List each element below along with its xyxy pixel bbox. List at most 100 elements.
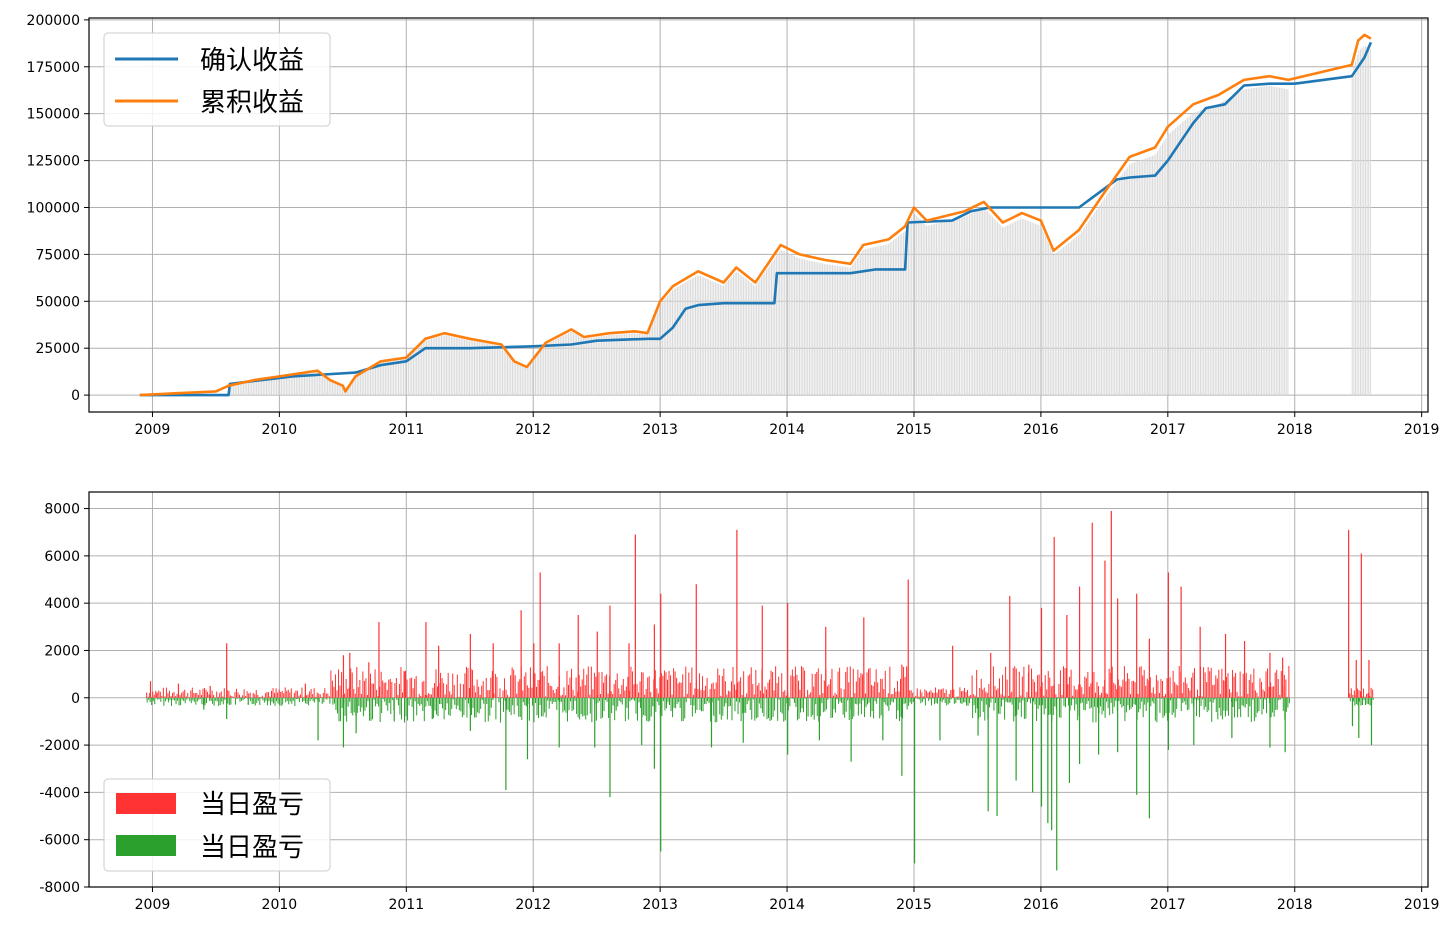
daily-loss-bar	[449, 697, 451, 716]
daily-loss-bar	[859, 697, 861, 704]
daily-loss-bar	[1068, 697, 1070, 706]
daily-loss-bar	[693, 697, 695, 706]
daily-gain-bar	[665, 672, 667, 698]
daily-gain-bar	[956, 696, 958, 698]
daily-gain-bar	[651, 696, 653, 698]
daily-loss-bar	[994, 697, 996, 703]
confirmed-profit-line	[139, 41, 1373, 397]
daily-loss-bar	[218, 697, 220, 706]
daily-gain-bar	[327, 693, 329, 698]
daily-loss-bar	[629, 697, 631, 702]
daily-loss-bar	[632, 697, 634, 700]
y-tick-label: 4000	[44, 596, 80, 612]
daily-gain-bar	[531, 687, 533, 698]
daily-gain-bar	[277, 692, 279, 698]
daily-gain-bar	[613, 684, 615, 698]
daily-loss-bar	[1193, 697, 1195, 746]
daily-gain-bar	[1148, 638, 1150, 698]
daily-gain-bar	[660, 673, 662, 698]
daily-gain-bar	[324, 688, 326, 698]
daily-loss-bar	[344, 697, 346, 716]
daily-gain-bar	[228, 690, 230, 698]
daily-gain-bar	[1009, 596, 1011, 698]
daily-loss-bar	[1015, 697, 1017, 781]
daily-loss-bar	[318, 697, 320, 703]
daily-loss-bar	[1103, 697, 1105, 711]
daily-loss-bar	[151, 697, 153, 706]
daily-gain-bar	[351, 672, 353, 698]
daily-loss-bar	[848, 697, 850, 721]
daily-loss-bar	[973, 697, 975, 706]
daily-loss-bar	[288, 697, 290, 705]
daily-gain-bar	[1012, 667, 1014, 698]
daily-loss-bar	[466, 697, 468, 718]
daily-gain-bar	[952, 645, 954, 698]
daily-loss-bar	[1125, 697, 1127, 713]
daily-loss-bar	[1352, 697, 1354, 702]
daily-loss-bar	[573, 697, 575, 710]
daily-gain-bar	[511, 667, 513, 698]
daily-loss-bar	[576, 697, 578, 715]
daily-loss-bar	[1200, 697, 1202, 706]
daily-loss-bar	[480, 697, 482, 709]
daily-gain-bar	[360, 693, 362, 698]
daily-gain-bar	[1110, 510, 1112, 698]
daily-gain-bar	[1254, 690, 1256, 698]
daily-loss-bar	[196, 697, 198, 702]
daily-gain-bar	[1062, 666, 1064, 698]
daily-loss-bar	[796, 697, 798, 721]
daily-loss-bar	[1119, 697, 1121, 705]
daily-gain-bar	[1125, 681, 1127, 698]
daily-gain-bar	[826, 686, 828, 698]
daily-gain-bar	[207, 691, 209, 698]
daily-loss-bar	[499, 697, 501, 723]
daily-gain-bar	[479, 694, 481, 698]
daily-gain-bar	[628, 643, 630, 698]
daily-loss-bar	[1188, 697, 1190, 710]
daily-loss-bar	[579, 697, 581, 720]
daily-gain-bar	[1091, 522, 1093, 698]
daily-loss-bar	[1092, 697, 1094, 723]
daily-loss-bar	[461, 697, 463, 718]
daily-loss-bar	[737, 697, 739, 715]
daily-gain-bar	[194, 693, 196, 698]
daily-loss-bar	[803, 697, 805, 713]
daily-gain-bar	[1262, 689, 1264, 698]
daily-loss-bar	[739, 697, 741, 703]
daily-loss-bar	[547, 697, 549, 701]
daily-loss-bar	[263, 697, 265, 703]
daily-gain-bar	[1264, 691, 1266, 698]
daily-gain-bar	[660, 593, 662, 698]
daily-loss-bar	[513, 697, 515, 715]
daily-gain-bar	[245, 696, 247, 698]
daily-gain-bar	[269, 696, 271, 698]
daily-gain-bar	[287, 689, 289, 698]
daily-loss-bar	[301, 697, 303, 703]
daily-loss-bar	[342, 697, 345, 748]
daily-loss-bar	[1226, 697, 1228, 711]
daily-gain-bar	[1283, 674, 1285, 698]
daily-gain-bar	[1029, 696, 1031, 698]
daily-gain-bar	[336, 690, 338, 698]
daily-gain-bar	[1242, 673, 1244, 698]
daily-loss-bar	[594, 697, 596, 748]
daily-loss-bar	[702, 697, 704, 712]
daily-loss-bar	[247, 697, 249, 699]
daily-gain-bar	[590, 666, 592, 698]
daily-gain-bar	[749, 674, 751, 698]
daily-loss-bar	[705, 697, 707, 705]
daily-gain-bar	[1011, 691, 1013, 698]
daily-loss-bar	[1160, 697, 1162, 699]
daily-gain-bar	[1117, 679, 1119, 698]
daily-loss-bar	[652, 697, 654, 707]
daily-gain-bar	[711, 683, 713, 698]
daily-gain-bar	[260, 696, 262, 698]
daily-loss-bar	[967, 697, 969, 706]
daily-gain-bar	[333, 686, 335, 698]
daily-loss-bar	[675, 697, 677, 709]
daily-loss-bar	[923, 697, 925, 700]
daily-loss-bar	[699, 697, 701, 711]
daily-gain-bar	[299, 694, 301, 698]
daily-gain-bar	[525, 672, 527, 698]
daily-gain-bar	[1030, 668, 1032, 698]
